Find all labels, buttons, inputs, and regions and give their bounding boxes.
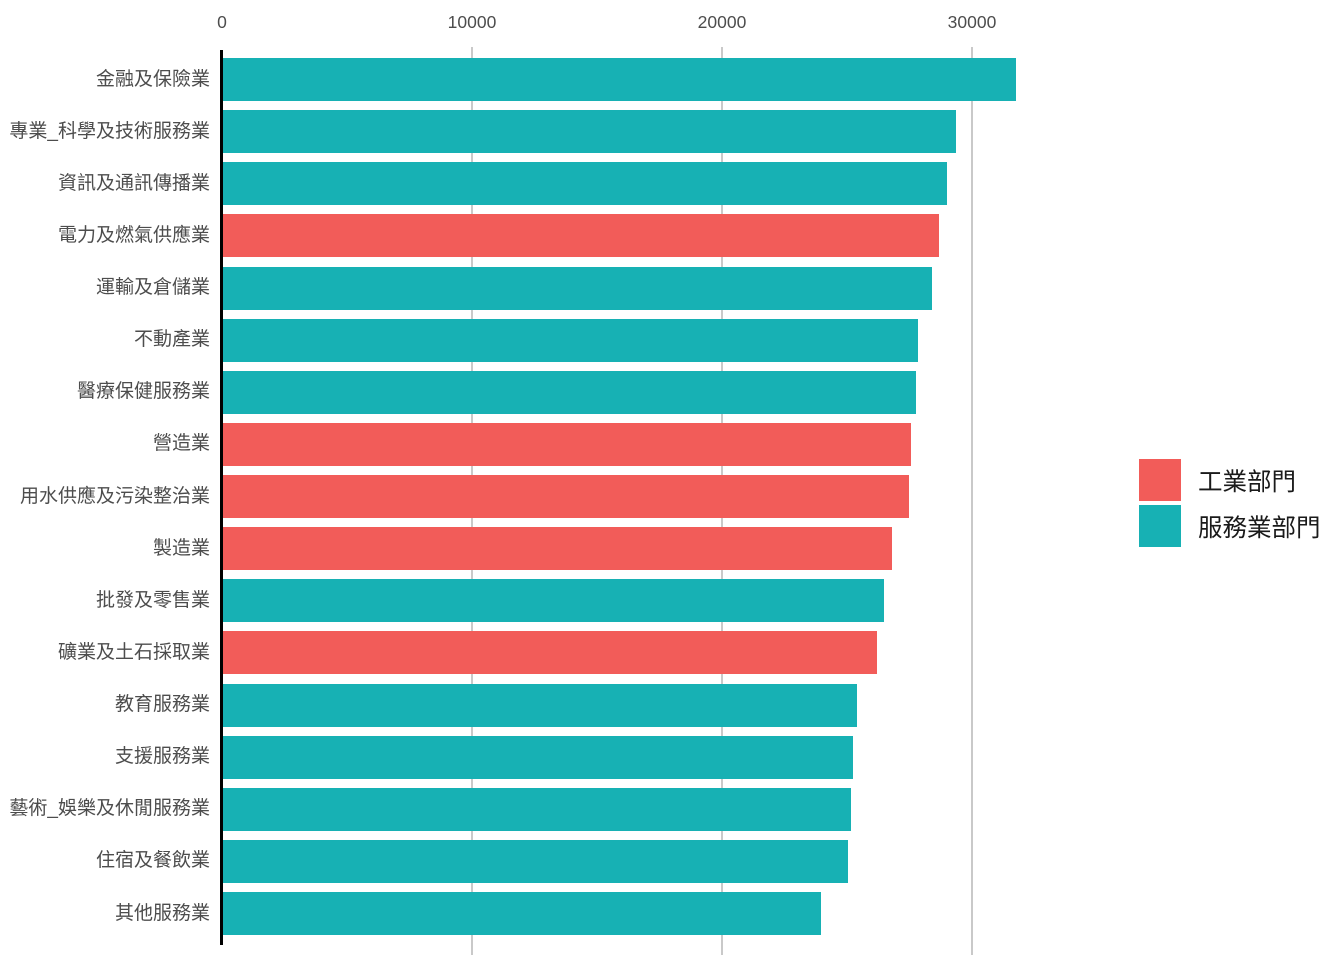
- category-label: 支援服務業: [114, 746, 210, 768]
- legend-swatch: [1139, 505, 1181, 547]
- legend-item: 服務業部門: [1139, 505, 1321, 547]
- category-label: 不動產業: [133, 329, 210, 351]
- category-label: 運輸及倉儲業: [95, 277, 210, 298]
- category-label: 營造業: [152, 433, 210, 455]
- legend-swatch: [1139, 459, 1181, 501]
- bar: [223, 370, 916, 414]
- legend-label: 服務業部門: [1198, 514, 1321, 542]
- category-label: 資訊及通訊傳播業: [57, 172, 210, 194]
- bar: [223, 110, 956, 154]
- legend-label: 工業部門: [1198, 468, 1296, 496]
- category-label: 藝術_娛樂及休閒服務業: [9, 798, 210, 820]
- category-label: 住宿及餐飲業: [95, 850, 210, 872]
- category-label: 醫療保健服務業: [76, 381, 210, 403]
- category-label: 其他服務業: [114, 902, 210, 924]
- category-label: 批發及零售業: [95, 589, 210, 611]
- bar: [223, 527, 892, 571]
- bar: [223, 214, 940, 258]
- bar: [223, 787, 851, 831]
- y-axis-line: [220, 50, 223, 945]
- x-axis-tick-label: 20000: [697, 12, 747, 32]
- legend-item: 工業部門: [1139, 459, 1321, 501]
- category-label: 教育服務業: [114, 694, 210, 715]
- bar: [223, 266, 932, 310]
- bar: [223, 475, 910, 518]
- bar: [223, 892, 821, 935]
- x-axis-tick-label: 0: [217, 12, 227, 32]
- bar: [223, 631, 877, 675]
- x-axis-tick-label: 10000: [447, 12, 497, 32]
- category-label: 用水供應及污染整治業: [19, 485, 210, 507]
- category-label: 製造業: [152, 537, 210, 559]
- bar: [223, 839, 848, 883]
- bar: [223, 58, 1016, 101]
- category-label: 專業_科學及技術服務業: [9, 120, 210, 142]
- bar: [223, 579, 885, 623]
- legend: 工業部門 服務業部門: [1139, 459, 1321, 551]
- gridline: [971, 47, 973, 955]
- category-label: 礦業及土石採取業: [57, 641, 210, 663]
- bar: [223, 162, 947, 206]
- bar: [223, 422, 911, 466]
- bar: [223, 318, 918, 362]
- x-axis-tick-label: 30000: [947, 12, 997, 32]
- category-label: 電力及燃氣供應業: [57, 224, 210, 246]
- bar: [223, 683, 857, 727]
- category-label: 金融及保險業: [95, 68, 210, 90]
- bar: [223, 735, 853, 779]
